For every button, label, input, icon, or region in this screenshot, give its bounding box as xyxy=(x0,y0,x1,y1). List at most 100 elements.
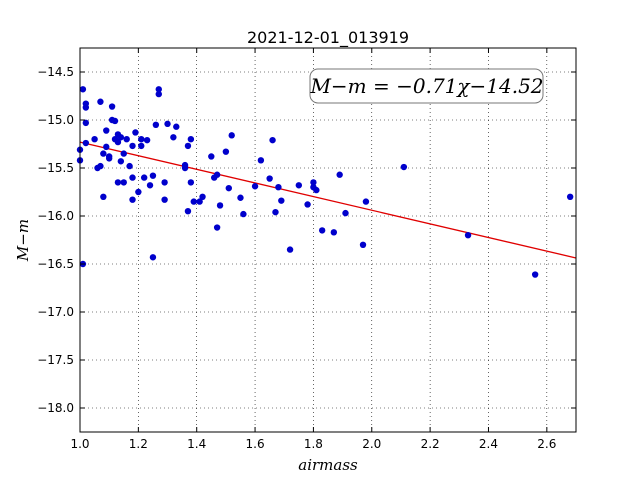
data-point xyxy=(117,134,125,141)
data-point xyxy=(286,246,294,253)
data-point xyxy=(275,184,282,191)
fit-line xyxy=(79,141,577,259)
y-tick-label: −16.0 xyxy=(37,209,74,223)
data-point xyxy=(138,142,145,150)
data-point xyxy=(79,86,87,93)
data-point xyxy=(310,179,317,186)
data-point xyxy=(82,139,90,147)
y-tick-label: −17.0 xyxy=(37,305,74,319)
data-point xyxy=(304,201,311,208)
data-point xyxy=(97,98,104,105)
data-point xyxy=(111,117,119,125)
data-point xyxy=(251,183,259,190)
data-point xyxy=(213,224,221,231)
data-point xyxy=(318,227,326,234)
data-point xyxy=(108,103,116,110)
data-point xyxy=(216,202,224,209)
x-tick-label: 1.8 xyxy=(304,437,323,451)
data-point xyxy=(269,136,276,144)
axis-ticks: 1.0 1.2 1.4 1.6 1.8 2.0 2.2 2.4 2.6 −14.5 −15.0 −15… xyxy=(37,48,576,451)
data-point xyxy=(313,186,320,194)
x-tick-label: 2.0 xyxy=(362,437,381,451)
data-point xyxy=(161,196,168,203)
x-tick-label: 2.4 xyxy=(479,437,498,451)
data-point xyxy=(120,179,127,186)
data-point xyxy=(97,162,104,170)
fit-equation-frame xyxy=(309,68,544,104)
data-point xyxy=(120,150,127,157)
data-point xyxy=(336,171,343,178)
data-point xyxy=(400,163,408,171)
data-point xyxy=(359,241,367,248)
data-point xyxy=(103,143,110,151)
data-point xyxy=(132,129,139,136)
data-point xyxy=(143,136,151,144)
x-tick-label: 2.2 xyxy=(421,437,440,451)
data-point xyxy=(129,142,136,150)
data-point xyxy=(155,86,162,93)
data-point xyxy=(138,136,145,143)
y-tick-label: −15.0 xyxy=(37,113,74,127)
y-tick-label: −18.0 xyxy=(37,401,74,415)
data-point xyxy=(187,179,195,186)
data-point xyxy=(117,158,125,165)
data-point xyxy=(566,193,574,200)
data-point xyxy=(82,119,90,127)
data-point xyxy=(146,182,154,189)
data-point xyxy=(173,123,180,130)
data-point xyxy=(278,197,285,204)
x-tick-label: 1.4 xyxy=(187,437,206,451)
data-point xyxy=(187,136,195,143)
fit-equation-box: M−m = −0.71χ−14.52 xyxy=(309,68,544,104)
data-point xyxy=(129,174,136,181)
data-point xyxy=(225,184,232,192)
data-point xyxy=(103,127,110,134)
data-point xyxy=(152,121,160,128)
fit-line-group xyxy=(79,141,577,259)
scatter-points xyxy=(76,86,574,278)
x-tick-label: 1.0 xyxy=(70,437,89,451)
plot-frame xyxy=(79,47,577,433)
data-point xyxy=(184,208,192,215)
data-point xyxy=(196,198,203,205)
data-point xyxy=(135,188,142,196)
grid xyxy=(79,48,576,432)
data-point xyxy=(126,162,133,170)
data-point xyxy=(295,182,303,189)
data-point xyxy=(170,134,177,141)
data-point xyxy=(257,157,265,164)
data-point xyxy=(91,136,98,143)
y-axis-label: M−m xyxy=(14,219,32,262)
y-tick-label: −17.5 xyxy=(37,353,74,367)
data-point xyxy=(161,179,168,186)
y-tick-label: −16.5 xyxy=(37,257,74,271)
data-point xyxy=(222,148,230,155)
data-point xyxy=(184,142,192,150)
x-axis-label: airmass xyxy=(298,456,358,474)
data-point xyxy=(266,175,273,182)
fit-equation: M−m = −0.71χ−14.52 xyxy=(309,74,543,98)
data-point xyxy=(342,209,349,217)
x-tick-label: 2.6 xyxy=(537,437,556,451)
data-point xyxy=(100,193,107,200)
data-point xyxy=(149,172,157,179)
data-point xyxy=(155,90,162,98)
chart-title: 2021-12-01_013919 xyxy=(247,28,409,48)
data-point xyxy=(129,196,136,203)
data-point xyxy=(272,208,279,216)
data-point xyxy=(140,174,148,181)
data-point xyxy=(208,153,215,160)
data-point xyxy=(213,171,221,178)
data-point xyxy=(237,194,244,201)
data-point xyxy=(82,104,90,111)
data-point xyxy=(181,164,189,172)
y-tick-label: −14.5 xyxy=(37,65,74,79)
data-point xyxy=(149,254,157,261)
data-point xyxy=(114,138,122,146)
data-point xyxy=(114,179,122,186)
y-tick-label: −15.5 xyxy=(37,161,74,175)
x-tick-label: 1.2 xyxy=(129,437,148,451)
data-point xyxy=(464,232,472,239)
data-point xyxy=(190,198,197,205)
